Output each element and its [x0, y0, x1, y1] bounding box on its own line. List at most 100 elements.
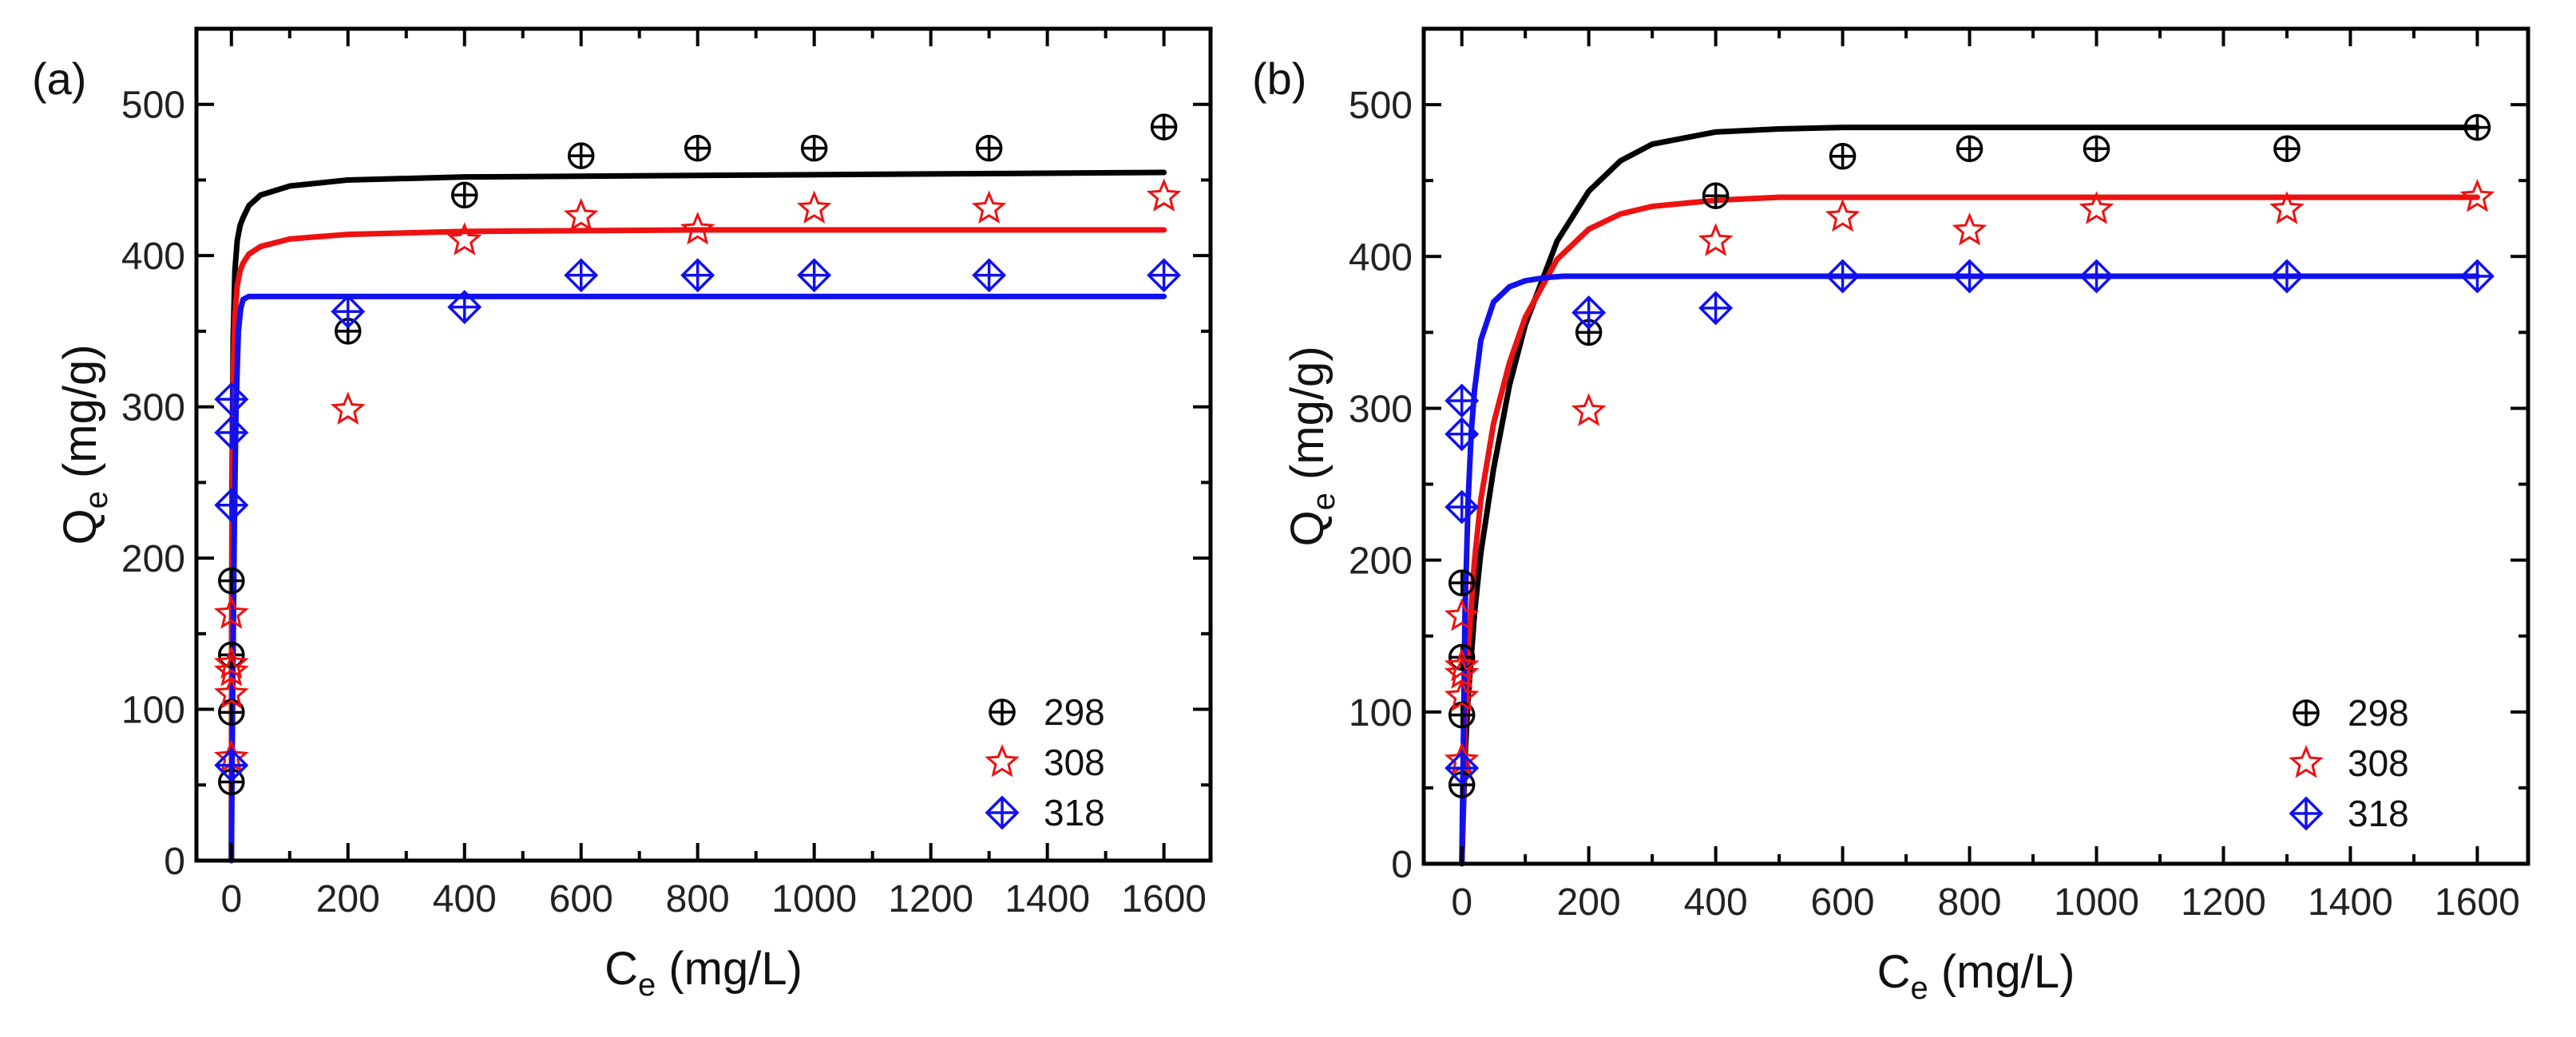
data-point-318-cross [2462, 260, 2493, 291]
data-point-308 [1444, 655, 1480, 689]
data-point-308-star [680, 212, 715, 245]
x-tick-label: 800 [666, 878, 730, 920]
data-point-298 [1956, 135, 1984, 162]
data-point-308-star [213, 645, 249, 679]
data-point-308 [213, 596, 249, 629]
y-axis: 0 100 200 300 400 500 [1349, 85, 2528, 886]
data-point-318-cross [565, 259, 596, 291]
y-tick-label: 400 [121, 236, 185, 278]
data-point-308 [1825, 198, 1861, 232]
legend-marker-298 [989, 699, 1016, 726]
panel-b: 0 200 400 600 800 1000 1200 1400 1600 0 100 200 300 4… [1252, 26, 2530, 1006]
x-tick-label: 1000 [2054, 881, 2139, 924]
data-point-308 [1952, 212, 1987, 246]
fit-curve-318 [1459, 273, 2480, 867]
plot-frame [1421, 26, 2530, 866]
legend-marker-298-cross [990, 700, 1014, 724]
y-tick-label: 500 [1349, 85, 1413, 127]
y-axis-title-subscript: e [1306, 493, 1342, 510]
legend-marker-318 [985, 795, 1020, 830]
y-tick-label: 0 [164, 841, 185, 883]
panel-a: 0 200 400 600 800 1000 1200 1400 1600 0 100 200 300 4… [32, 26, 1213, 1003]
data-point-318 [447, 290, 482, 325]
fit-curve-308 [228, 227, 1167, 864]
data-point-298-cross [1703, 184, 1728, 208]
data-point-318-cross [799, 259, 830, 291]
data-point-318-cross [1446, 418, 1477, 449]
x-axis: 0 200 400 600 800 1000 1200 1400 1600 [220, 29, 1207, 920]
data-point-318-cross [1700, 292, 1731, 323]
data-point-318 [331, 294, 366, 329]
data-point-318-cross [216, 489, 247, 520]
x-tick-label: 1000 [771, 878, 857, 920]
data-point-308-star [213, 653, 249, 687]
legend: 298 308 318 [2289, 692, 2409, 834]
data-point-308 [1146, 178, 1182, 212]
panel-label: (a) [32, 53, 86, 104]
y-tick-label: 300 [1349, 388, 1413, 430]
data-point-318-diamond [1445, 489, 1480, 524]
data-point-308-star [1146, 178, 1182, 212]
legend-marker-298 [2293, 699, 2320, 726]
data-point-318-diamond [214, 488, 249, 523]
data-point-308-star [2079, 191, 2114, 224]
data-point-308-star [1444, 678, 1480, 712]
data-point-298 [2463, 113, 2491, 141]
data-point-308 [213, 675, 249, 710]
legend-marker-308 [985, 744, 1020, 778]
y-tick-label: 500 [121, 85, 185, 127]
data-point-298-cross [1830, 144, 1855, 168]
y-tick-label: 300 [121, 387, 185, 429]
series-318 [214, 258, 1182, 783]
x-tick-label: 1200 [2181, 881, 2266, 924]
data-point-318 [797, 258, 832, 293]
data-point-308 [796, 190, 832, 224]
legend-marker-318 [2289, 796, 2324, 831]
data-point-308-star [1571, 393, 1607, 426]
x-tick-label: 1400 [2308, 881, 2393, 924]
x-tick-label: 1400 [1005, 878, 1090, 920]
data-point-318 [1445, 417, 1480, 452]
data-point-298 [975, 134, 1003, 162]
data-point-318 [1571, 295, 1607, 330]
data-point-318 [2269, 259, 2305, 294]
data-point-308-star [1698, 223, 1734, 256]
x-tick-label: 1200 [888, 878, 973, 920]
y-axis-title-subscript: e [79, 491, 114, 509]
data-point-308 [2079, 191, 2114, 224]
data-point-318-cross [449, 291, 480, 323]
data-point-318 [564, 258, 599, 293]
data-point-298 [1829, 143, 1857, 170]
data-point-298-cross [2465, 115, 2490, 140]
data-point-308-star [330, 391, 366, 425]
data-point-298-cross [1957, 137, 1982, 161]
data-point-298 [450, 181, 478, 209]
panel-label: (b) [1252, 53, 1306, 104]
plot-frame [194, 26, 1213, 863]
data-point-318 [214, 415, 249, 450]
data-point-318-diamond [680, 258, 715, 293]
data-point-318-cross [216, 384, 247, 415]
data-point-318-diamond [1147, 258, 1182, 293]
data-point-318-diamond [972, 258, 1007, 293]
data-point-308-star [796, 190, 832, 224]
y-tick-label: 200 [1349, 540, 1413, 583]
data-point-318-diamond [797, 258, 832, 293]
y-tick-label: 400 [1349, 236, 1413, 279]
data-point-308 [680, 212, 715, 245]
data-point-318 [1825, 259, 1861, 294]
data-point-308-star [1952, 212, 1987, 246]
series-308 [213, 178, 1182, 773]
data-point-308-star [1825, 198, 1861, 232]
y-axis-title-unit: (mg/g) [1282, 346, 1334, 493]
data-point-308 [1698, 223, 1734, 256]
legend-marker-298-cross [2294, 701, 2318, 725]
data-point-298-cross [2084, 137, 2109, 161]
data-point-308 [330, 391, 366, 425]
data-point-318-cross [2271, 260, 2302, 291]
data-point-318 [214, 382, 249, 417]
data-point-318-cross [1446, 385, 1477, 416]
series-298 [1448, 113, 2491, 798]
data-point-308 [1444, 647, 1480, 682]
legend-marker-308-star [2289, 745, 2324, 778]
